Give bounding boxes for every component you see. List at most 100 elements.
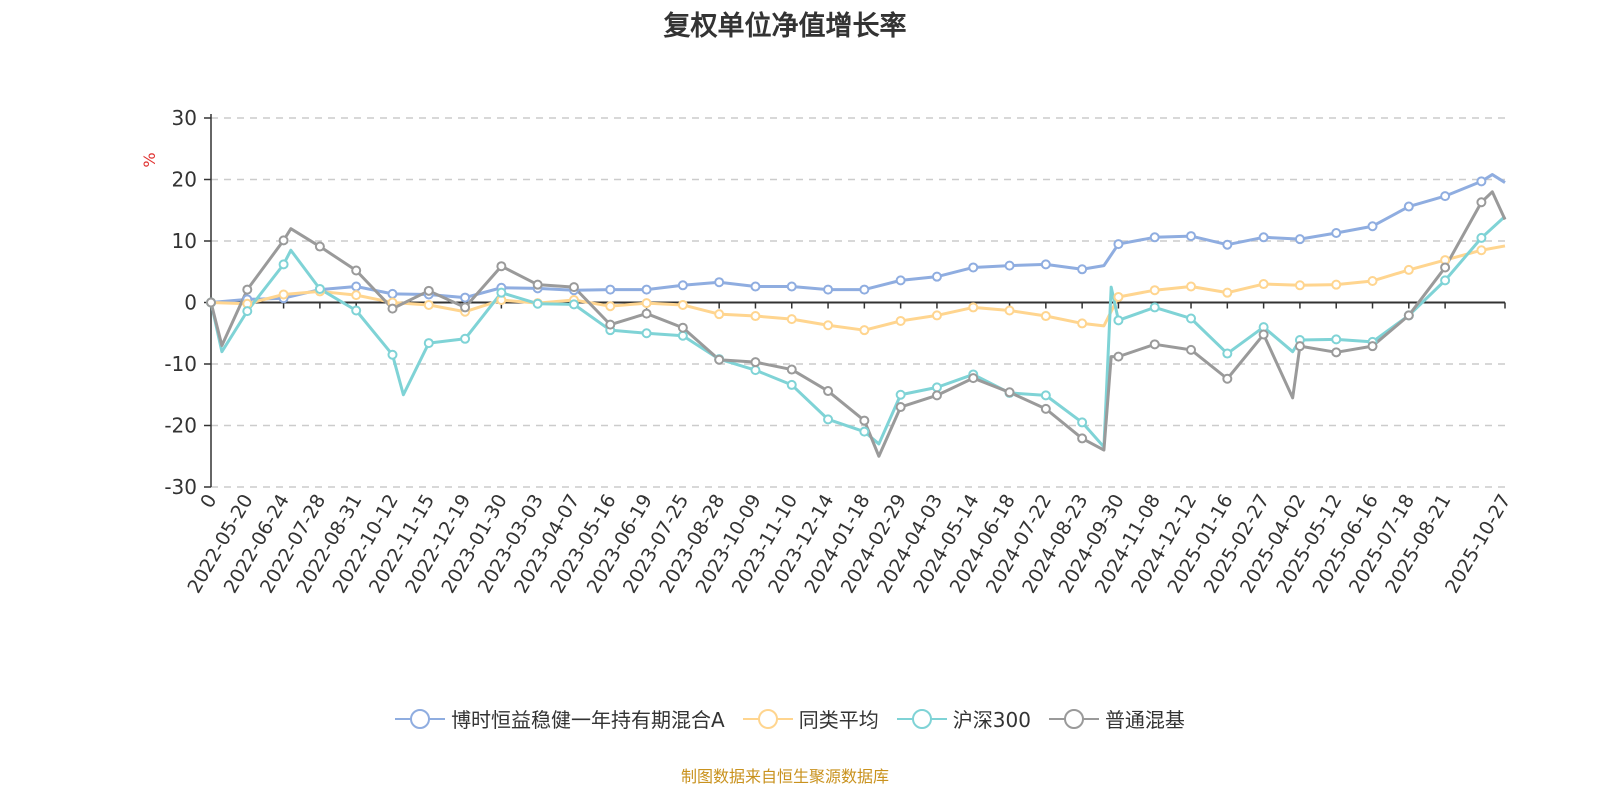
data-point-marker bbox=[1403, 201, 1414, 212]
data-point-marker bbox=[1149, 285, 1160, 296]
data-point-marker bbox=[714, 277, 725, 288]
data-point-marker bbox=[1222, 348, 1233, 359]
y-axis-unit-label: % bbox=[140, 152, 159, 167]
data-point-marker bbox=[786, 364, 797, 375]
data-point-marker bbox=[750, 365, 761, 376]
data-point-marker bbox=[859, 415, 870, 426]
legend-line-circle-icon bbox=[896, 708, 947, 729]
data-point-marker bbox=[823, 414, 834, 425]
data-point-marker bbox=[387, 288, 398, 299]
series-line-2 bbox=[209, 215, 1507, 449]
data-point-marker bbox=[423, 299, 434, 310]
data-point-marker bbox=[1149, 302, 1160, 313]
data-point-marker bbox=[895, 402, 906, 413]
data-point-marker bbox=[859, 325, 870, 336]
data-point-marker bbox=[1040, 311, 1051, 322]
data-point-marker bbox=[1258, 329, 1269, 340]
data-point-marker bbox=[1331, 279, 1342, 290]
data-point-marker bbox=[931, 382, 942, 393]
data-point-marker bbox=[460, 302, 471, 313]
y-tick-label: 10 bbox=[172, 229, 197, 253]
data-point-marker bbox=[641, 284, 652, 295]
data-point-marker bbox=[1222, 373, 1233, 384]
series-line-3 bbox=[209, 190, 1507, 458]
data-point-marker bbox=[750, 281, 761, 292]
data-point-marker bbox=[1113, 291, 1124, 302]
data-point-marker bbox=[1186, 231, 1197, 242]
data-point-marker bbox=[1004, 305, 1015, 316]
series-line-1 bbox=[210, 244, 1506, 332]
data-point-marker bbox=[677, 299, 688, 310]
data-point-marker bbox=[786, 281, 797, 292]
data-point-marker bbox=[1077, 433, 1088, 444]
data-point-marker bbox=[1294, 234, 1305, 245]
legend-line-circle-icon bbox=[1048, 708, 1099, 729]
data-point-marker bbox=[1113, 315, 1124, 326]
legend-label: 同类平均 bbox=[798, 708, 879, 732]
data-point-marker bbox=[1040, 259, 1051, 270]
data-point-marker bbox=[968, 262, 979, 273]
legend-item[interactable]: 普通混基 bbox=[1048, 704, 1185, 733]
data-point-marker bbox=[1222, 287, 1233, 298]
data-point-marker bbox=[1367, 341, 1378, 352]
legend-item[interactable]: 同类平均 bbox=[742, 704, 879, 733]
data-point-marker bbox=[1331, 347, 1342, 358]
data-point-marker bbox=[859, 426, 870, 437]
data-point-marker bbox=[1294, 280, 1305, 291]
data-point-marker bbox=[1440, 191, 1451, 202]
data-point-marker bbox=[1476, 245, 1487, 256]
data-point-marker bbox=[242, 284, 253, 295]
data-point-marker bbox=[750, 311, 761, 322]
data-point-marker bbox=[605, 284, 616, 295]
legend-item[interactable]: 沪深300 bbox=[896, 704, 1031, 733]
data-point-marker bbox=[532, 279, 543, 290]
data-point-marker bbox=[750, 357, 761, 368]
data-point-marker bbox=[895, 315, 906, 326]
data-point-marker bbox=[423, 338, 434, 349]
data-point-marker bbox=[1403, 264, 1414, 275]
x-tick-label: 0 bbox=[196, 491, 221, 512]
data-point-marker bbox=[714, 309, 725, 320]
data-point-marker bbox=[1403, 310, 1414, 321]
data-point-marker bbox=[1331, 334, 1342, 345]
data-point-marker bbox=[1004, 387, 1015, 398]
data-point-marker bbox=[568, 299, 579, 310]
data-point-marker bbox=[387, 303, 398, 314]
data-point-marker bbox=[314, 283, 325, 294]
data-point-marker bbox=[496, 287, 507, 298]
data-point-marker bbox=[786, 379, 797, 390]
data-point-marker bbox=[460, 333, 471, 344]
data-point-marker bbox=[1476, 197, 1487, 208]
data-point-marker bbox=[351, 305, 362, 316]
data-point-marker bbox=[278, 259, 289, 270]
y-tick-label: -20 bbox=[164, 414, 197, 438]
y-tick-label: -10 bbox=[164, 352, 197, 376]
y-tick-label: 30 bbox=[172, 106, 197, 130]
data-point-marker bbox=[532, 298, 543, 309]
data-point-marker bbox=[1077, 318, 1088, 329]
data-point-marker bbox=[1149, 232, 1160, 243]
data-point-marker bbox=[351, 290, 362, 301]
data-point-marker bbox=[1186, 281, 1197, 292]
data-point-marker bbox=[206, 297, 216, 308]
data-point-marker bbox=[1222, 239, 1233, 250]
legend-label: 沪深300 bbox=[952, 708, 1031, 732]
data-point-marker bbox=[460, 292, 471, 303]
data-point-marker bbox=[1186, 344, 1197, 355]
data-point-marker bbox=[1040, 403, 1051, 414]
legend-item[interactable]: 博时恒益稳健一年持有期混合A bbox=[395, 704, 725, 733]
data-point-marker bbox=[1149, 339, 1160, 350]
data-point-marker bbox=[714, 354, 725, 365]
data-point-marker bbox=[1113, 351, 1124, 362]
data-point-marker bbox=[351, 281, 362, 292]
data-point-marker bbox=[278, 289, 289, 300]
y-tick-label: 0 bbox=[184, 291, 197, 315]
data-point-marker bbox=[1367, 221, 1378, 232]
data-point-marker bbox=[677, 330, 688, 341]
data-point-marker bbox=[823, 386, 834, 397]
data-point-marker bbox=[931, 310, 942, 321]
data-point-marker bbox=[1476, 176, 1487, 187]
data-point-marker bbox=[351, 265, 362, 276]
data-point-marker bbox=[496, 261, 507, 272]
data-point-marker bbox=[1004, 260, 1015, 271]
